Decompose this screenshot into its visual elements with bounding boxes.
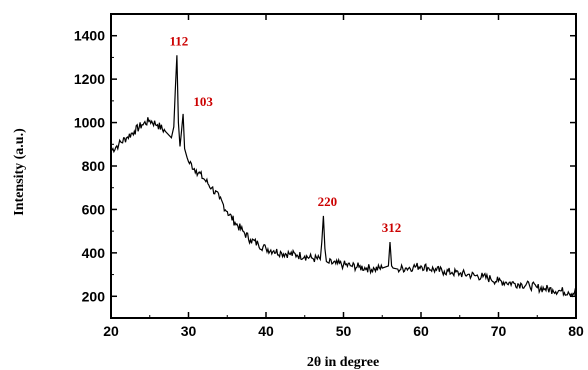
peak-label-112: 112: [169, 33, 188, 48]
peak-label-312: 312: [382, 220, 402, 235]
x-tick-label: 80: [568, 323, 584, 339]
x-tick-label: 30: [181, 323, 197, 339]
x-tick-label: 60: [413, 323, 429, 339]
series-line: [110, 55, 577, 298]
plot-area: [110, 13, 577, 319]
x-axis-title: 2θ in degree: [307, 355, 379, 370]
y-tick-label: 200: [82, 288, 106, 304]
x-tick-label: 50: [336, 323, 352, 339]
peak-label-220: 220: [318, 194, 338, 209]
x-tick-label: 70: [491, 323, 507, 339]
y-tick-label: 600: [82, 201, 106, 217]
y-tick-label: 400: [82, 245, 106, 261]
x-tick-label: 20: [103, 323, 119, 339]
peak-label-103: 103: [193, 94, 213, 109]
plot-frame: [110, 13, 577, 319]
y-axis-title: Intensity (a.u.): [12, 128, 27, 216]
y-tick-label: 1400: [74, 28, 105, 44]
x-axis-ticks: 20 30 40 50 60 70 80: [103, 14, 584, 339]
y-axis-ticks: 200 400 600 800 1000 1200 1400: [74, 28, 576, 304]
x-tick-label: 40: [258, 323, 274, 339]
y-tick-label: 1200: [74, 71, 105, 87]
y-tick-label: 1000: [74, 115, 105, 131]
y-tick-label: 800: [82, 158, 106, 174]
peak-annotations: 112 103 220 312: [169, 33, 401, 235]
